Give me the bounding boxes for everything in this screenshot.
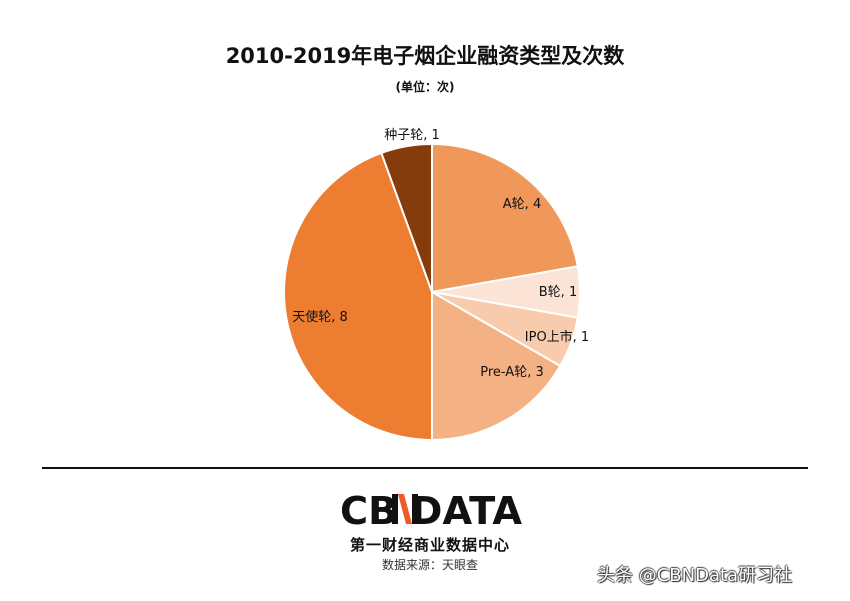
slice-label-4: 天使轮, 8: [292, 309, 348, 325]
slice-label-0: A轮, 4: [503, 197, 541, 212]
pie-slice-4: [283, 151, 433, 442]
chart-subtitle: (单位：次): [395, 80, 455, 94]
pie-slice-0: [431, 142, 579, 294]
cbndata-logo: CB DATA: [340, 490, 522, 530]
pie-slice-5: [380, 142, 433, 293]
divider: [42, 467, 808, 469]
data-source: 数据来源：天眼查: [381, 558, 478, 572]
svg-text:CB DATA: CB DATA: [340, 490, 522, 530]
slice-label-1: B轮, 1: [539, 285, 577, 300]
slice-label-3: Pre-A轮, 3: [480, 365, 544, 380]
chart-title: 2010-2019年电子烟企业融资类型及次数: [225, 44, 625, 68]
pie-chart: A轮, 4 B轮, 1 IPO上市, 1 Pre-A轮, 3 天使轮, 8 种子轮, 1: [283, 128, 589, 442]
slice-label-2: IPO上市, 1: [525, 329, 589, 345]
pie-slice-3: [431, 290, 562, 442]
logo-n-mark: [392, 494, 418, 524]
logo-subtitle: 第一财经商业数据中心: [349, 536, 510, 554]
slice-label-5: 种子轮, 1: [384, 128, 440, 143]
watermark: 头条 @CBNData研习社: [597, 565, 793, 586]
